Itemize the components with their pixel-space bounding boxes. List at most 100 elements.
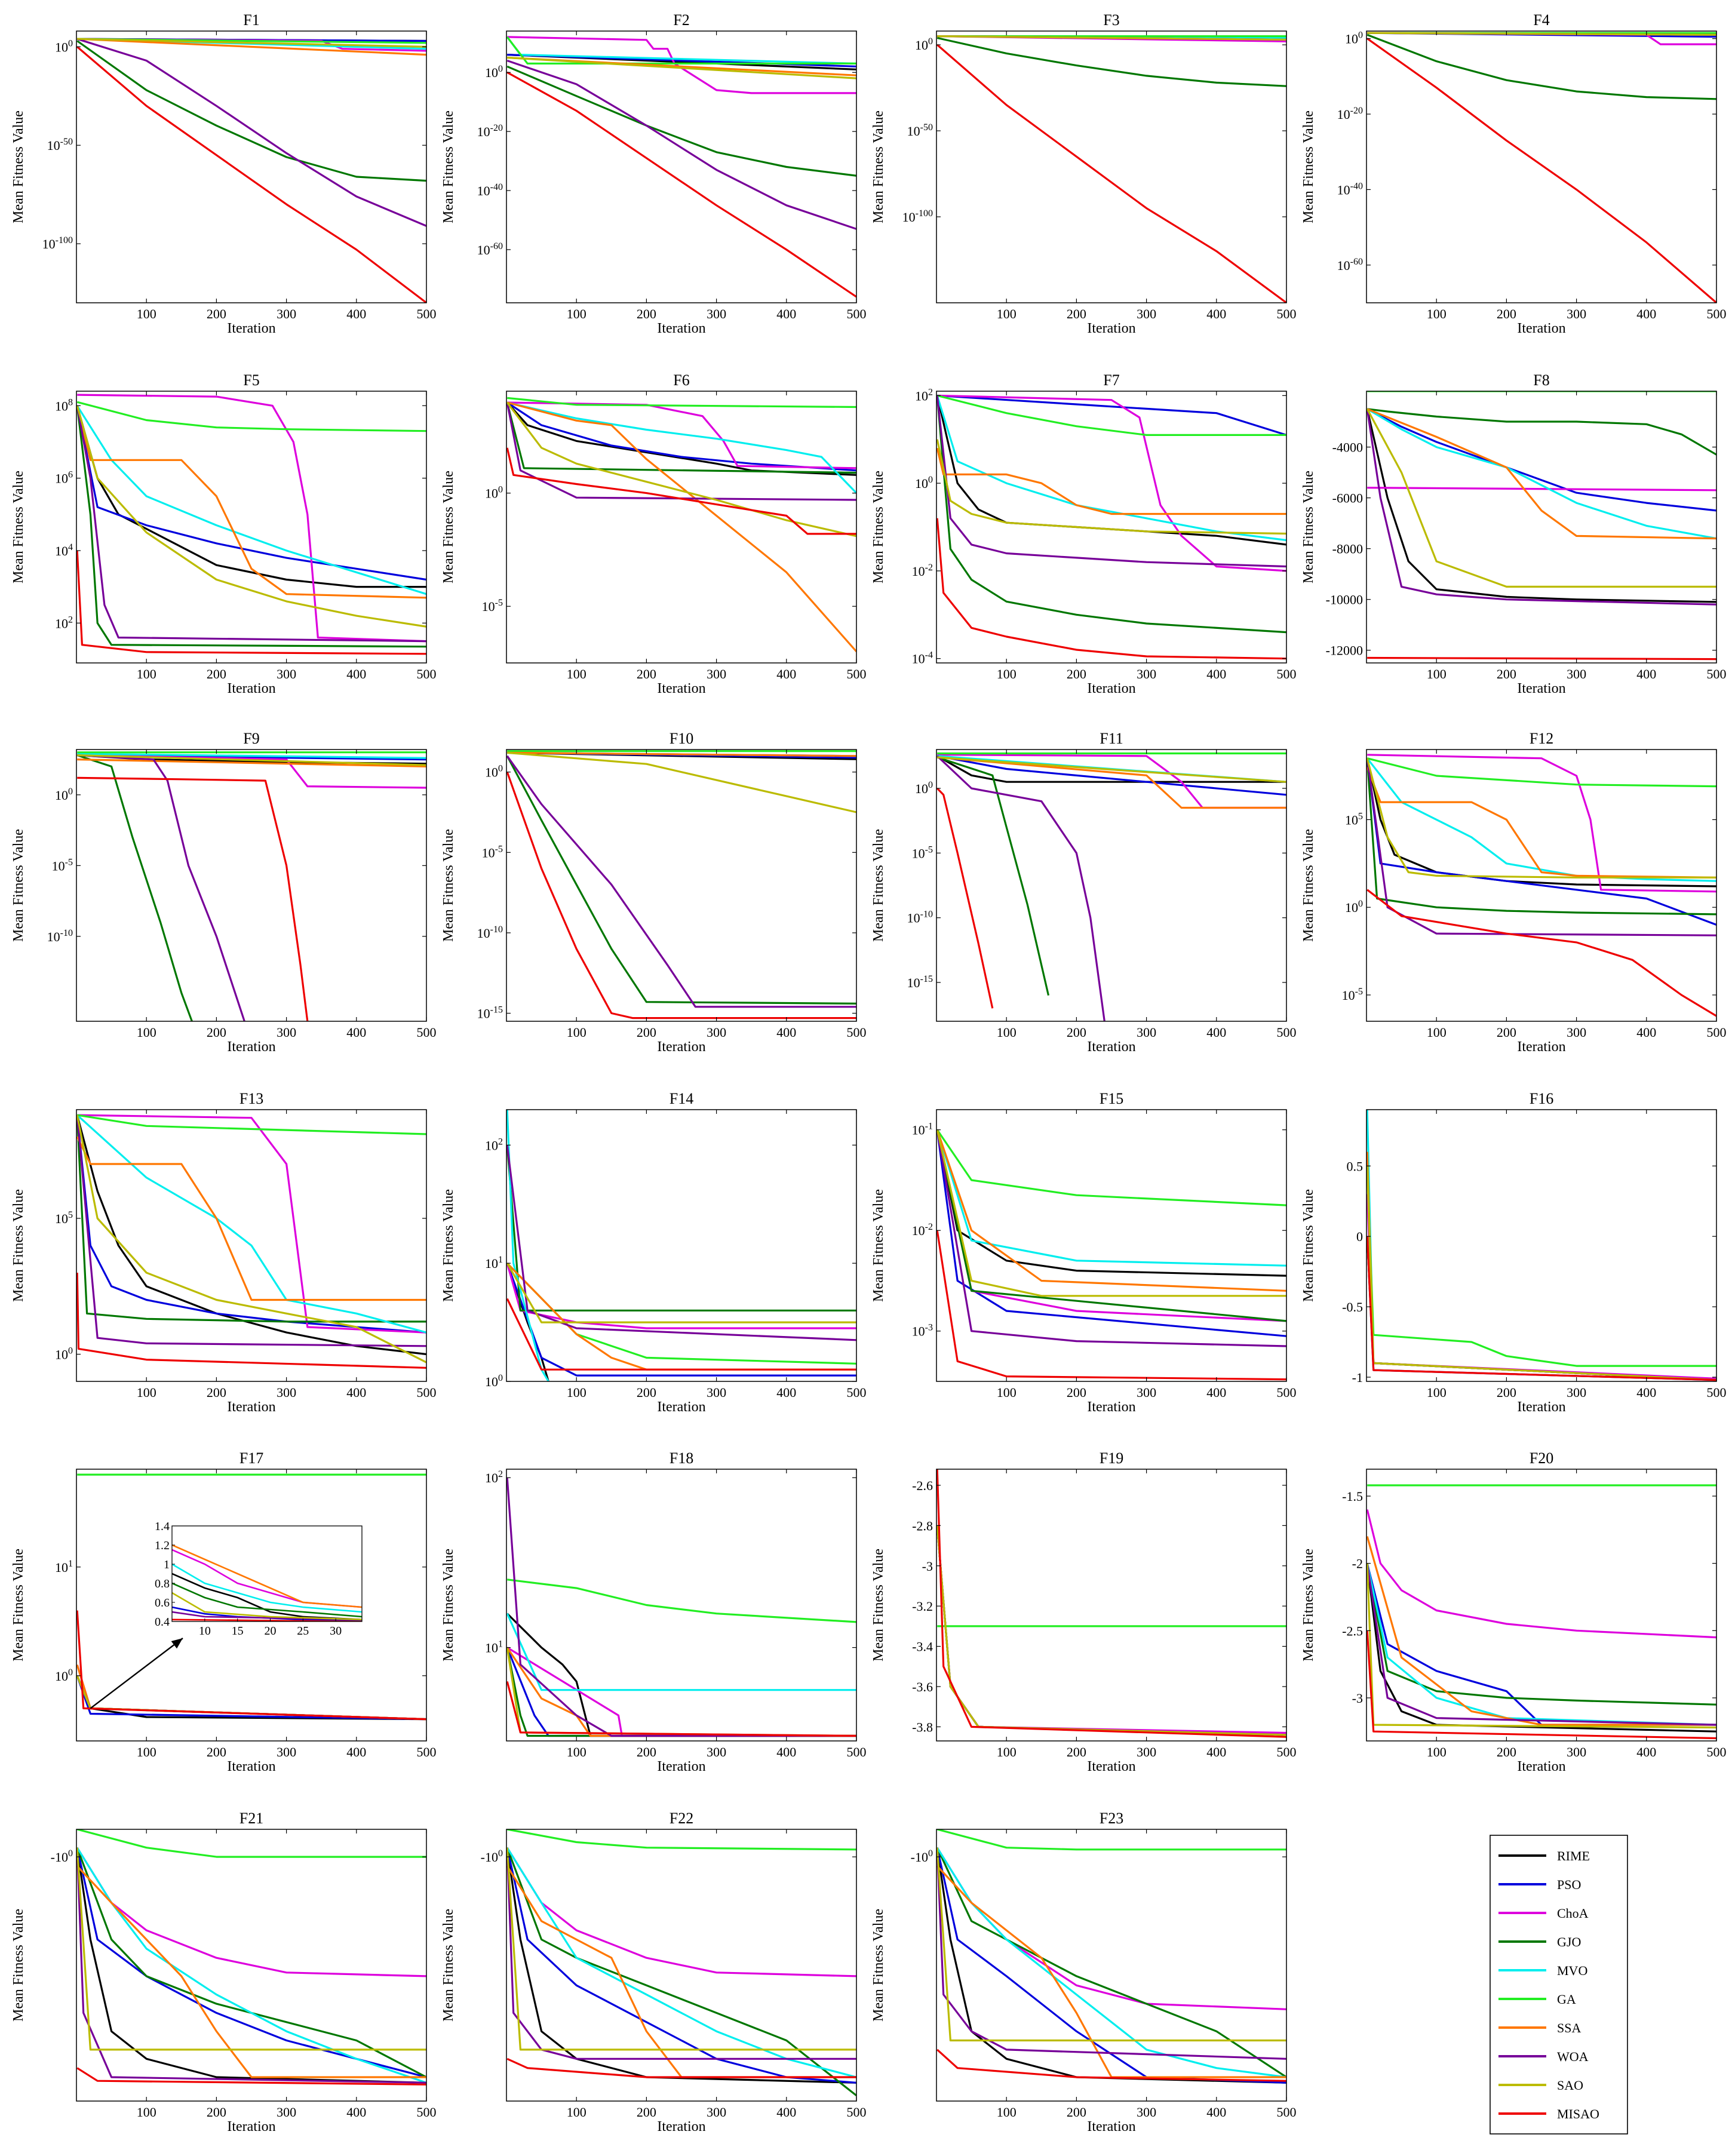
x-tick-label: 200	[637, 306, 656, 321]
series-group	[936, 1129, 1286, 1381]
axes-frame	[936, 1829, 1287, 2102]
series-line-ssa	[507, 751, 856, 757]
y-tick-label: -3	[922, 1559, 933, 1574]
series-line-rime	[1366, 409, 1716, 603]
y-axis-label: Mean Fitness Value	[871, 1549, 886, 1661]
y-tick-label: 10-5	[482, 598, 503, 614]
series-line-choa	[506, 1263, 856, 1329]
x-tick-label: 100	[567, 1745, 586, 1759]
x-tick-label: 100	[1427, 1745, 1447, 1759]
series-line-ga	[1366, 1166, 1716, 1367]
x-axis-label: Iteration	[1517, 681, 1565, 696]
x-tick-label: 300	[1567, 1385, 1586, 1400]
y-tick-label: 10-5	[912, 844, 933, 861]
inset-y-tick-label: 0.8	[155, 1577, 170, 1590]
series-line-rime	[506, 1613, 856, 1737]
x-tick-label: 400	[346, 667, 366, 681]
x-tick-label: 300	[1137, 1745, 1156, 1759]
series-line-pso	[506, 1647, 856, 1737]
series-line-mvo	[506, 1110, 549, 1381]
series-line-sao	[506, 1847, 856, 2051]
x-tick-label: 400	[776, 306, 796, 321]
y-tick-label: 100	[485, 485, 503, 501]
series-line-sao	[77, 38, 426, 48]
series-line-mvo	[1366, 1110, 1716, 1381]
legend-label: MVO	[1557, 1963, 1587, 1978]
y-tick-label: 100	[55, 38, 73, 54]
series-line-woa	[1366, 758, 1716, 936]
x-tick-label: 300	[1137, 2105, 1156, 2120]
x-axis-label: Iteration	[1087, 1039, 1135, 1055]
series-group	[506, 1110, 856, 1381]
axes-frame	[506, 749, 857, 1022]
x-axis-label: Iteration	[227, 321, 275, 336]
inset-y-tick-label: 0.4	[155, 1616, 170, 1629]
series-line-gjo	[1366, 1236, 1716, 1381]
y-tick-label: 102	[55, 615, 73, 631]
panel-f4: F4 100 200 300 400 500 100 10-20 10-40 10-60 Itera…	[1301, 11, 1727, 336]
series-group	[1366, 391, 1716, 661]
y-axis-label: Mean Fitness Value	[11, 471, 26, 583]
panel-title: F4	[1533, 11, 1549, 29]
panel-title: F5	[243, 371, 259, 389]
y-tick-label: 10-15	[477, 1005, 503, 1021]
legend-item-pso: PSO	[1498, 1877, 1581, 1892]
y-tick-label: 10-10	[907, 910, 933, 926]
y-tick-label: 10-100	[42, 235, 73, 251]
x-tick-label: 200	[637, 667, 656, 681]
y-tick-label: 100	[55, 787, 73, 803]
y-tick-label: 10-40	[1337, 181, 1363, 197]
x-tick-label: 500	[1277, 306, 1297, 321]
series-line-mvo	[506, 401, 856, 494]
series-line-sao	[936, 439, 1286, 535]
x-tick-label: 100	[137, 1025, 156, 1040]
series-line-pso	[936, 1129, 1286, 1337]
x-tick-label: 400	[1206, 306, 1226, 321]
x-tick-label: 400	[776, 667, 796, 681]
zoom-inset: 10 15 20 25 30 0.4 0.6 0.8 1 1.2 1.4	[90, 1520, 363, 1709]
series-line-rime	[76, 405, 426, 588]
y-tick-label: 10-5	[1342, 987, 1363, 1003]
panel-title: F23	[1100, 1810, 1123, 1827]
y-tick-label: 104	[55, 542, 73, 558]
series-line-rime	[506, 401, 856, 476]
x-axis-label: Iteration	[227, 1399, 275, 1415]
panel-title: F20	[1530, 1449, 1553, 1467]
panel-f9: F9 100 200 300 400 500 100 10-5 10-10 Iteration Me…	[11, 730, 437, 1055]
x-tick-label: 300	[1137, 1385, 1156, 1400]
series-line-ssa	[1366, 1536, 1716, 1726]
y-tick-label: -6000	[1332, 491, 1363, 506]
x-tick-label: 400	[1636, 1385, 1656, 1400]
series-line-woa	[506, 1478, 856, 1737]
y-tick-label: -8000	[1332, 542, 1363, 557]
axes-frame	[936, 391, 1287, 664]
x-tick-label: 200	[1067, 306, 1086, 321]
panel-title: F18	[670, 1449, 693, 1467]
y-axis-label: Mean Fitness Value	[1301, 829, 1316, 942]
x-tick-label: 400	[776, 2105, 796, 2120]
y-tick-label: -2.6	[912, 1478, 933, 1493]
series-line-choa	[507, 36, 856, 94]
series-line-misao	[77, 776, 309, 1021]
x-tick-label: 300	[707, 2105, 726, 2120]
y-tick-label: 10-15	[907, 974, 933, 990]
legend-item-sao: SAO	[1498, 2078, 1583, 2093]
x-axis-label: Iteration	[1087, 1759, 1135, 1774]
inset-line-ssa	[172, 1544, 362, 1608]
series-line-misao	[506, 1298, 856, 1371]
y-axis-label: Mean Fitness Value	[11, 829, 26, 942]
y-axis-label: Mean Fitness Value	[441, 110, 456, 223]
series-line-ga	[506, 36, 856, 65]
series-line-rime	[936, 1847, 1286, 2084]
x-axis-label: Iteration	[1517, 1039, 1565, 1055]
series-line-gjo	[506, 1847, 856, 2097]
series-line-mvo	[1366, 1563, 1716, 1726]
y-tick-label: -1	[1352, 1370, 1363, 1385]
series-line-ga	[507, 397, 856, 409]
y-tick-label: 100	[1345, 30, 1363, 47]
series-line-rime	[1366, 1563, 1716, 1733]
legend-item-ssa: SSA	[1498, 2020, 1581, 2035]
x-axis-label: Iteration	[1087, 1399, 1135, 1415]
y-tick-label: 102	[485, 1469, 503, 1485]
